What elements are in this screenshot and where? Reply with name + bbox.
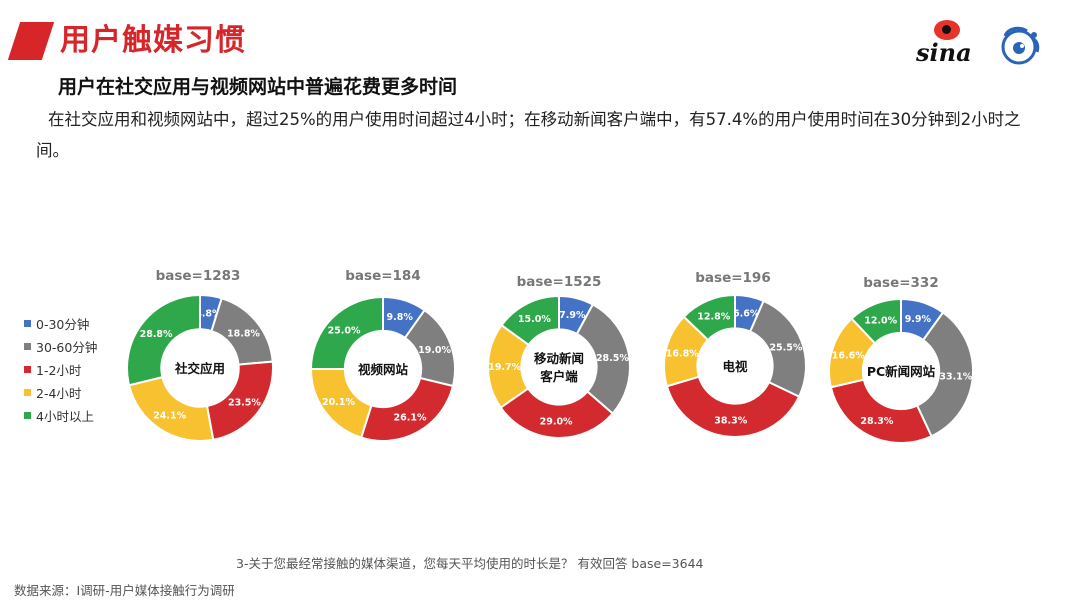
slice-value-label: 23.5% xyxy=(228,397,261,408)
slice-value-label: 19.0% xyxy=(418,345,451,356)
slice-value-label: 6.6% xyxy=(733,308,760,319)
donut-center-label: 电视 xyxy=(722,359,748,374)
base-label: base=332 xyxy=(863,275,939,291)
slice-value-label: 26.1% xyxy=(394,413,427,424)
base-label: base=1283 xyxy=(155,268,241,284)
slice-value-label: 38.3% xyxy=(714,416,747,427)
legend-item: 2-4小时 xyxy=(24,381,97,404)
legend-swatch xyxy=(24,389,31,396)
slice-value-label: 4.8% xyxy=(195,308,222,319)
slice-value-label: 25.0% xyxy=(328,326,361,337)
slice-value-label: 33.1% xyxy=(939,372,972,383)
donut-center-label: 视频网站 xyxy=(358,362,409,377)
legend-swatch xyxy=(24,320,31,327)
slice-value-label: 28.3% xyxy=(860,416,893,427)
legend-swatch xyxy=(24,366,31,373)
subtitle: 用户在社交应用与视频网站中普遍花费更多时间 xyxy=(58,76,458,98)
legend-label: 30-60分钟 xyxy=(36,340,98,355)
legend-item: 0-30分钟 xyxy=(24,312,97,335)
page-title: 用户触媒习惯 xyxy=(60,23,246,58)
donut-slice xyxy=(575,303,631,415)
slice-value-label: 9.8% xyxy=(387,312,414,323)
donut-center-label: 移动新闻 xyxy=(534,351,584,366)
legend-label: 2-4小时 xyxy=(36,386,82,401)
donut-slice xyxy=(682,293,736,342)
slice-value-label: 19.7% xyxy=(488,362,521,373)
slice-value-label: 12.0% xyxy=(864,315,897,326)
legend-label: 1-2小时 xyxy=(36,363,82,378)
donut-center-label: PC新闻网站 xyxy=(867,364,936,379)
sina-logo-text: sina xyxy=(916,38,972,67)
donut-slice xyxy=(915,311,974,438)
slice-value-label: 28.5% xyxy=(596,353,629,364)
donut-slice xyxy=(126,293,201,387)
sina-eye-icon xyxy=(934,20,960,40)
donut-slice xyxy=(127,375,215,442)
legend-swatch xyxy=(24,412,31,419)
legend-label: 0-30分钟 xyxy=(36,317,90,332)
base-label: base=196 xyxy=(695,270,771,286)
donut-slice xyxy=(850,297,902,345)
donut-slice xyxy=(309,295,384,370)
donut-center-label: 客户端 xyxy=(539,369,578,384)
donut-slice xyxy=(359,376,455,442)
donut-slice xyxy=(829,378,933,444)
legend-label: 4小时以上 xyxy=(36,409,94,424)
donut-slice xyxy=(748,299,807,398)
slice-value-label: 16.8% xyxy=(666,349,699,360)
slice-value-label: 28.8% xyxy=(140,329,173,340)
donut-slice xyxy=(665,375,801,438)
donut-slice xyxy=(499,387,615,439)
description: 在社交应用和视频网站中，超过25%的用户使用时间超过4小时；在移动新闻客户端中，… xyxy=(36,110,1021,160)
slice-value-label: 15.0% xyxy=(518,314,551,325)
slice-value-label: 24.1% xyxy=(153,410,186,421)
slice-value-label: 9.9% xyxy=(905,314,932,325)
legend-swatch xyxy=(24,343,31,350)
legend-item: 30-60分钟 xyxy=(24,335,97,358)
sina-logo: sina xyxy=(912,20,980,68)
footnote: 3-关于您最经常接触的媒体渠道，您每天平均使用的时长是？ 有效回答 base=3… xyxy=(236,556,704,571)
base-label: base=1525 xyxy=(516,274,602,290)
chart-legend: 0-30分钟 30-60分钟 1-2小时 2-4小时 4小时以上 xyxy=(24,312,97,427)
slice-value-label: 20.1% xyxy=(322,397,355,408)
slice-value-label: 18.8% xyxy=(227,328,260,339)
legend-item: 4小时以上 xyxy=(24,404,97,427)
donut-center-label: 社交应用 xyxy=(174,361,225,376)
weibo-logo-icon xyxy=(994,24,1044,66)
slice-value-label: 7.9% xyxy=(559,310,586,321)
slice-value-label: 12.8% xyxy=(697,312,730,323)
slice-value-label: 29.0% xyxy=(540,417,573,428)
base-label: base=184 xyxy=(345,268,421,284)
slice-value-label: 25.5% xyxy=(769,343,802,354)
legend-item: 1-2小时 xyxy=(24,358,97,381)
donut-slice xyxy=(500,294,560,347)
slice-value-label: 16.6% xyxy=(832,351,865,362)
title-bar: 用户触媒习惯 xyxy=(0,18,290,64)
data-source: 数据来源：I调研-用户媒体接触行为调研 xyxy=(14,583,235,598)
